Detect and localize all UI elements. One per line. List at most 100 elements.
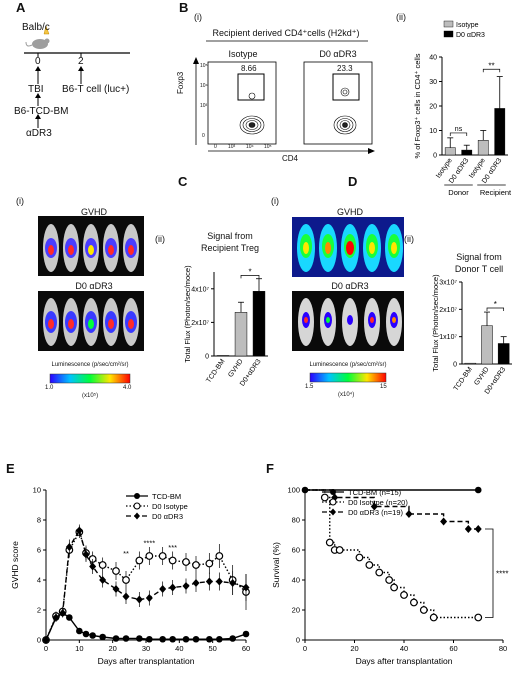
data-point [99, 576, 107, 584]
data-point [99, 633, 106, 641]
data-point [229, 579, 237, 587]
data-point [410, 598, 418, 607]
x-tick-label: TCD-BM [205, 358, 226, 384]
x-tick-label: 40 [400, 644, 408, 653]
x-tick-label: 10 [75, 644, 83, 653]
data-point [82, 630, 90, 638]
data-point [89, 632, 96, 639]
y-tick-label: 20 [292, 606, 300, 615]
bm-label: B6-TCD-BM [14, 106, 69, 117]
data-point [52, 613, 60, 622]
tick-y-1e5: 10⁵ [200, 63, 208, 69]
data-point [145, 552, 154, 560]
data-point [158, 552, 167, 560]
day0-label: 0 [35, 56, 41, 67]
data-point [405, 510, 413, 518]
flow-header: Recipient derived CD4⁺cells (H2kd⁺) [212, 28, 360, 38]
y-tick-label: 0 [433, 153, 437, 160]
panel-c-title-l1: Signal from [207, 231, 253, 241]
x-tick-label: 60 [242, 644, 250, 653]
panel-letter-c: C [178, 174, 188, 189]
data-point [168, 556, 177, 565]
data-point [145, 594, 153, 602]
tbi-label: TBI [28, 84, 44, 95]
scale-c-label: Luminescence (p/sec/cm²/sr) [51, 362, 129, 368]
sig-label: * [248, 267, 251, 276]
sig-label-e-2: **** [143, 539, 155, 548]
data-point [112, 567, 120, 575]
line-chart-F: 0 20 40 60 80 0 20 40 60 80 100 Days after transpla… [271, 486, 508, 667]
legend-label: D0 αDR3 (n=19) [348, 508, 403, 517]
panel-d-title-l1: Signal from [456, 252, 502, 262]
x-tick-label: 40 [175, 644, 183, 653]
tick-y-0: 0 [202, 133, 205, 139]
y-tick-label: 0 [453, 362, 457, 369]
panel-d-title-l2: Donor T cell [454, 264, 504, 274]
panel-letter-b: B [179, 0, 189, 15]
data-point [65, 543, 73, 551]
data-point [42, 636, 50, 644]
sig-label: * [494, 300, 497, 309]
data-point [182, 558, 190, 566]
x-tick-label: 20 [108, 644, 116, 653]
data-point [98, 561, 107, 569]
data-point [320, 493, 329, 502]
sig-label-e-1: ** [123, 549, 129, 558]
bar [234, 312, 248, 357]
tick-y-1e3: 10³ [200, 103, 208, 109]
contour-isotype [239, 92, 265, 135]
legend-marker [329, 498, 337, 506]
data-point [192, 561, 200, 569]
bli-c-title-adr3: D0 αDR3 [75, 281, 113, 291]
sig-bracket-f [485, 528, 494, 618]
bar [497, 343, 510, 365]
series-1 [305, 489, 483, 622]
legend-label-adr3: D0 αDR3 [456, 32, 485, 39]
data-point [325, 538, 334, 547]
scale-d-max: 15 [380, 384, 387, 390]
data-point [215, 552, 224, 560]
y-tick-label: 8 [37, 516, 41, 525]
data-point [182, 582, 190, 590]
x-tick-label: 50 [208, 644, 216, 653]
scale-c-unit: (x10⁵) [82, 393, 99, 399]
legend-marker [330, 508, 336, 516]
data-point [474, 613, 483, 622]
y-tick-label: 10 [33, 486, 41, 495]
luminescence-scale-d [309, 372, 387, 383]
y-axis-label: GVHD score [10, 541, 20, 589]
data-point [112, 635, 120, 642]
data-point [355, 553, 364, 562]
tick-x-0: 0 [214, 144, 217, 150]
data-point [192, 579, 200, 587]
panel-c-sub-i: (i) [16, 196, 24, 206]
data-point [229, 635, 236, 642]
panel-d-sub-ii: (ii) [404, 234, 414, 244]
y-tick-label: 20 [429, 104, 437, 111]
bar [216, 355, 230, 357]
data-point [205, 559, 214, 568]
x-axis-label: Days after transplantation [356, 656, 453, 666]
panel-letter-e: E [6, 461, 15, 476]
bli-c-title-gvhd: GVHD [80, 207, 107, 217]
bli-d-title-gvhd: GVHD [336, 207, 363, 217]
data-point [112, 585, 120, 593]
data-point [400, 591, 408, 599]
bar [461, 149, 473, 156]
y-tick-label: 0 [205, 354, 209, 361]
data-point [370, 502, 378, 511]
x-tick-label: 80 [499, 644, 507, 653]
sig-bracket [486, 307, 505, 311]
data-point [419, 606, 428, 614]
y-axis-label: Total Flux (Photon/sec/moce) [183, 265, 192, 363]
bar [444, 147, 456, 156]
data-point [242, 630, 250, 638]
luminescence-scale-c [49, 373, 131, 384]
y-axis-label: Survival (%) [271, 542, 281, 588]
data-point [169, 583, 177, 592]
scale-d-unit: (x10⁴) [338, 392, 355, 398]
